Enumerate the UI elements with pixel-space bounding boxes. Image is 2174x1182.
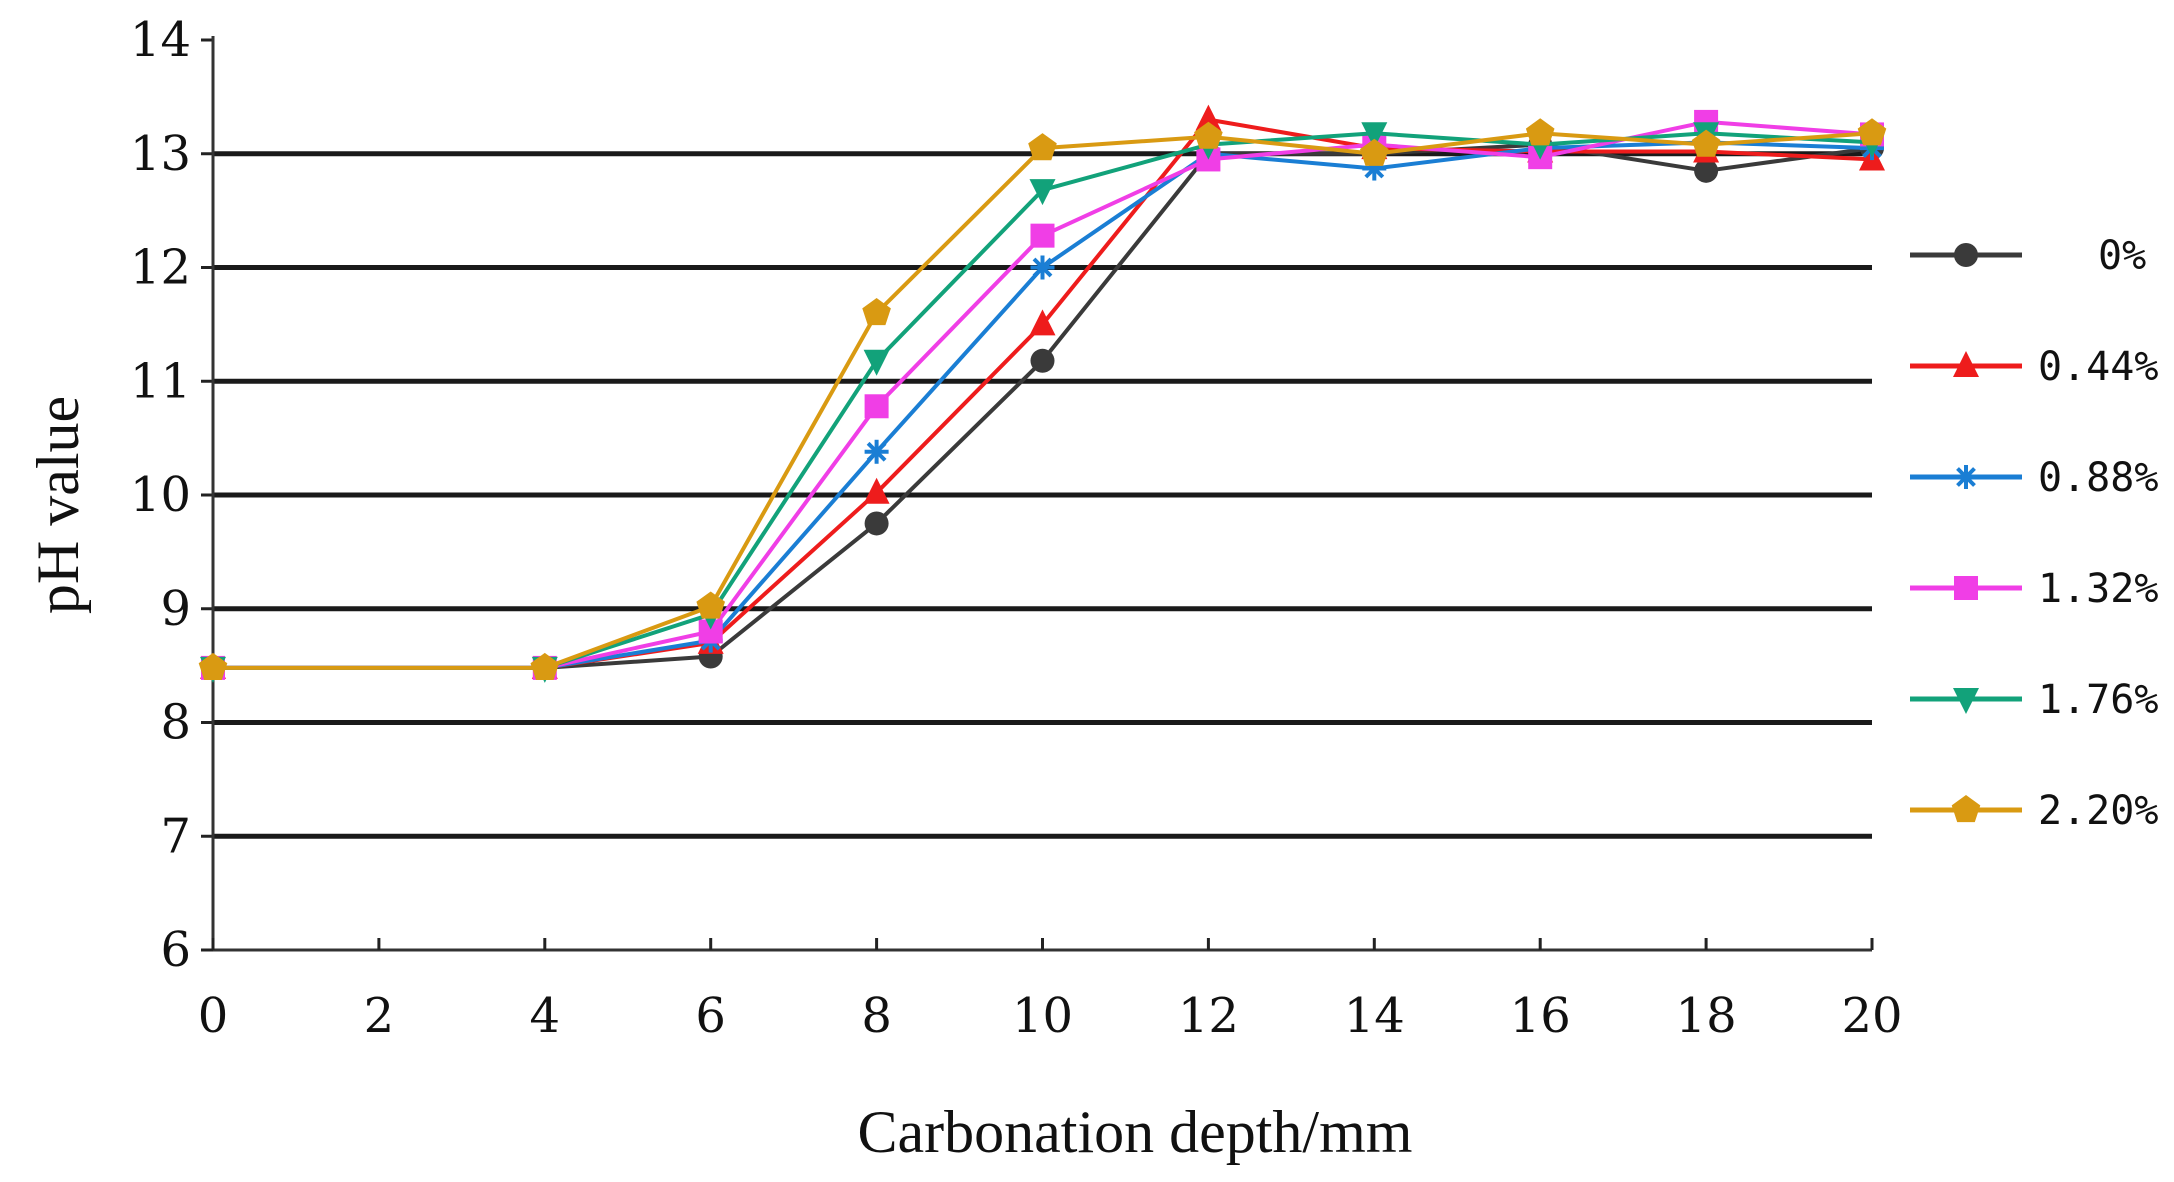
data-point: [198, 652, 228, 680]
series-0: [201, 132, 1884, 680]
x-tick-label: 18: [1676, 988, 1737, 1044]
asterisk-stroke: [1032, 257, 1053, 278]
series-line: [213, 131, 1873, 670]
legend: 0% 0.44% 0.88% 1.32% 1.76% 2.20%: [1910, 233, 2158, 834]
legend-label: 1.32%: [2038, 566, 2158, 612]
data-point: [1857, 118, 1887, 146]
legend-marker: [1953, 351, 1979, 377]
x-tick-label: 8: [861, 988, 892, 1044]
series-layer: [198, 104, 1887, 683]
y-tick-label: 8: [160, 695, 191, 751]
data-point: [1195, 104, 1222, 131]
y-axis-label: pH value: [25, 396, 91, 614]
legend-label: 0.44%: [2038, 344, 2158, 390]
asterisk-stroke: [866, 441, 887, 462]
data-point: [863, 477, 890, 504]
axis-layer: 6 7 8 9 10 11 12 13 14 0 2 4 6 8 10 12 14 16 18 20: [130, 12, 1903, 1044]
x-tick-label: 0: [198, 988, 229, 1044]
y-tick-label: 11: [130, 353, 191, 409]
series-line: [213, 140, 1873, 670]
data-point: [1194, 121, 1223, 149]
x-tick-label: 16: [1510, 988, 1571, 1044]
legend-label: 1.76%: [2038, 677, 2158, 723]
legend-item-4: 1.76%: [1910, 677, 2158, 723]
x-tick-label: 20: [1841, 988, 1902, 1044]
data-point: [1028, 133, 1057, 161]
data-point: [1691, 129, 1721, 157]
x-axis-label: Carbonation depth/mm: [858, 1099, 1413, 1165]
legend-marker: [1954, 576, 1978, 600]
series-5: [198, 118, 1887, 680]
series-line: [213, 142, 1873, 670]
data-point: [864, 439, 889, 464]
data-point: [864, 394, 889, 419]
x-tick-label: 12: [1178, 988, 1239, 1044]
y-tick-label: 9: [160, 581, 191, 637]
series-4: [200, 122, 1885, 683]
data-point: [1030, 348, 1055, 373]
y-tick-label: 6: [160, 922, 191, 978]
x-tick-label: 2: [364, 988, 395, 1044]
legend-marker: [1953, 688, 1979, 714]
data-point: [1361, 122, 1388, 149]
data-point: [1525, 118, 1555, 146]
legend-marker: [1951, 795, 1981, 823]
legend-marker: [1954, 243, 1978, 267]
legend-item-5: 2.20%: [1910, 788, 2158, 834]
data-point: [864, 511, 889, 536]
data-point: [1360, 138, 1389, 166]
y-tick-label: 14: [130, 12, 191, 68]
data-point: [1030, 223, 1055, 248]
asterisk-stroke: [1956, 467, 1976, 487]
x-tick-label: 14: [1344, 988, 1405, 1044]
legend-label: 0.88%: [2038, 455, 2158, 501]
data-point: [530, 652, 560, 680]
legend-item-3: 1.32%: [1910, 566, 2158, 612]
y-tick-label: 10: [130, 467, 191, 523]
legend-marker: [1954, 465, 1978, 489]
data-point: [1029, 309, 1056, 336]
legend-item-0: 0%: [1910, 233, 2146, 279]
x-tick-label: 4: [530, 988, 561, 1044]
legend-item-1: 0.44%: [1910, 344, 2158, 390]
data-point: [1694, 158, 1719, 183]
y-tick-label: 13: [130, 126, 191, 182]
y-tick-label: 7: [160, 808, 191, 864]
legend-item-2: 0.88%: [1910, 455, 2158, 501]
data-point: [1029, 179, 1056, 206]
x-tick-label: 6: [695, 988, 726, 1044]
legend-label: 2.20%: [2038, 788, 2158, 834]
data-point: [863, 349, 890, 376]
y-tick-label: 12: [130, 240, 191, 296]
x-tick-label: 10: [1012, 988, 1073, 1044]
data-point: [696, 591, 725, 619]
series-line: [213, 131, 1873, 670]
legend-label: 0%: [2098, 233, 2146, 279]
series-2: [201, 130, 1884, 680]
data-point: [862, 298, 891, 326]
data-point: [1030, 255, 1055, 280]
